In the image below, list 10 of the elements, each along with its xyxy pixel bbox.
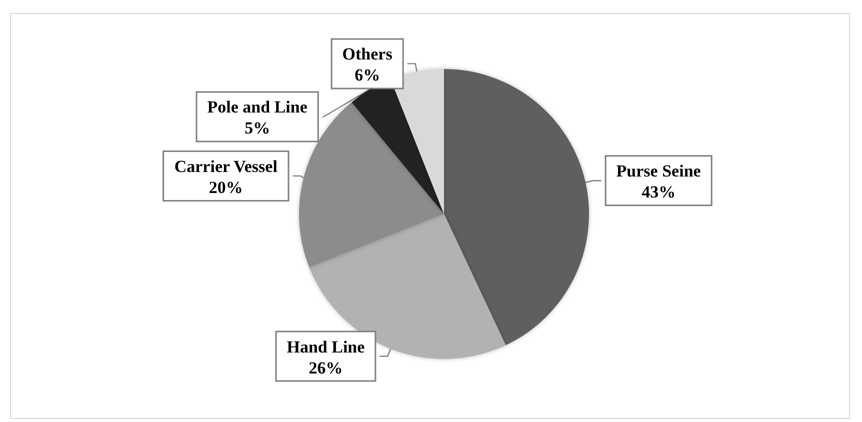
slice-label: Pole and Line [207, 98, 308, 117]
data-label: 43% [642, 182, 676, 202]
slice-label: Hand Line [286, 337, 366, 356]
slice-label: Purse Seine [616, 162, 702, 181]
slice-label: Carrier Vessel [174, 156, 278, 176]
data-label: 26% [308, 358, 343, 378]
data-label: 20% [208, 178, 243, 197]
data-label: 5% [244, 118, 270, 138]
slice-label: Others [342, 44, 393, 64]
data-label: 6% [354, 66, 380, 85]
